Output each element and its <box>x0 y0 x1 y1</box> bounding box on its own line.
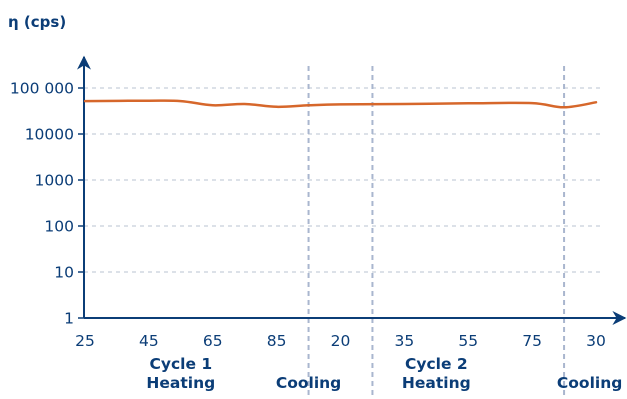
section-annotation: Cooling <box>276 374 341 392</box>
x-tick-label: 85 <box>267 332 287 350</box>
x-tick-labels: 25 45 65 85 20 35 55 75 30 <box>75 332 606 350</box>
series-line <box>83 99 598 109</box>
section-dividers <box>307 66 566 399</box>
section-annotation: Cycle 2 <box>405 355 468 373</box>
x-tick-label: 30 <box>586 332 606 350</box>
x-tick-label: 55 <box>458 332 478 350</box>
section-annotation: Cycle 1 <box>149 355 212 373</box>
y-tick-label: 100 <box>44 218 74 236</box>
section-annotation: Heating <box>402 374 471 392</box>
section-annotation: Heating <box>146 374 215 392</box>
axes <box>77 55 627 325</box>
grid-lines <box>84 87 604 273</box>
y-tick-label: 1000 <box>35 172 74 190</box>
x-tick-label: 45 <box>139 332 159 350</box>
y-tick-label: 10000 <box>25 126 74 144</box>
x-tick-label: 20 <box>331 332 351 350</box>
y-axis-label: η (cps) <box>8 13 66 31</box>
y-tick-label: 10 <box>54 264 74 282</box>
x-tick-label: 25 <box>75 332 95 350</box>
x-tick-label: 65 <box>203 332 223 350</box>
x-tick-label: 35 <box>395 332 415 350</box>
y-tick-label: 1 <box>64 310 74 328</box>
y-tick-label: 100 000 <box>10 80 74 98</box>
section-annotation: Cooling <box>557 374 622 392</box>
y-tick-labels: 1 10 100 1000 10000 100 000 <box>10 80 74 328</box>
x-tick-label: 75 <box>522 332 542 350</box>
series <box>83 99 598 109</box>
